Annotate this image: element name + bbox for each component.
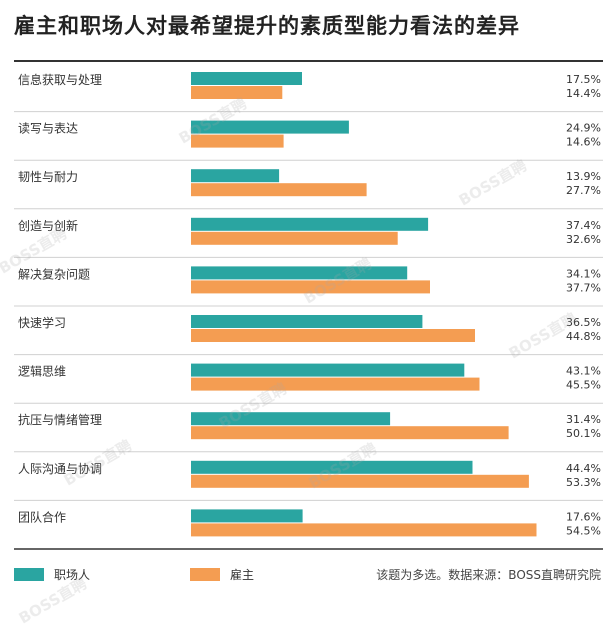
category-label: 解决复杂问题	[18, 267, 90, 281]
bar-employers	[191, 86, 283, 99]
category-label: 创造与创新	[18, 218, 78, 233]
category-label: 读写与表达	[18, 122, 78, 136]
value-label-employers: 44.8%	[566, 330, 601, 343]
value-label-employers: 53.3%	[566, 476, 601, 489]
bar-employers	[191, 523, 537, 537]
bar-workers	[191, 217, 429, 231]
value-label-employers: 27.7%	[566, 184, 601, 197]
bar-chart: 信息获取与处理 17.5%14.4% 读写与表达 24.9%14.6% 韧性与耐力 13.…	[14, 72, 603, 550]
bar-employers	[191, 183, 367, 197]
value-label-employers: 14.6%	[566, 136, 601, 149]
bar-employers	[191, 134, 284, 148]
bar-workers	[191, 169, 280, 183]
category-label: 快速学习	[18, 315, 66, 330]
value-label-employers: 45.5%	[566, 379, 601, 392]
legend-item-employers: 雇主	[190, 566, 254, 582]
bar-workers	[191, 509, 303, 523]
bar-workers	[191, 120, 349, 134]
category-label: 信息获取与处理	[18, 72, 102, 87]
value-label-workers: 36.5%	[566, 316, 601, 329]
category-label: 人际沟通与协调	[18, 461, 102, 476]
bar-workers	[191, 315, 423, 328]
category-label: 抗压与情绪管理	[18, 412, 102, 427]
value-label-employers: 50.1%	[566, 427, 601, 440]
legend-label-workers: 职场人	[54, 567, 91, 582]
bar-workers	[191, 460, 473, 474]
value-label-workers: 31.4%	[566, 413, 601, 426]
bar-workers	[191, 266, 408, 280]
bar-workers	[191, 363, 465, 377]
source-note: 该题为多选。数据来源：BOSS直聘研究院	[376, 568, 601, 582]
bar-employers	[191, 329, 475, 342]
value-label-workers: 37.4%	[566, 219, 601, 232]
chart-title: 雇主和职场人对最希望提升的素质型能力看法的差异	[14, 14, 520, 38]
value-label-workers: 44.4%	[566, 462, 601, 475]
value-label-employers: 54.5%	[566, 524, 601, 537]
bar-workers	[191, 72, 302, 85]
legend-label-employers: 雇主	[230, 567, 255, 582]
value-label-workers: 17.5%	[566, 73, 601, 86]
value-label-workers: 34.1%	[566, 267, 601, 280]
legend-swatch-employers	[190, 567, 220, 581]
category-label: 逻辑思维	[18, 365, 66, 379]
legend-item-workers: 职场人	[14, 566, 90, 582]
bar-employers	[191, 474, 529, 488]
value-label-workers: 43.1%	[566, 365, 601, 378]
value-label-employers: 32.6%	[566, 233, 601, 246]
value-label-workers: 13.9%	[566, 170, 601, 183]
category-label: 团队合作	[18, 509, 66, 524]
value-label-employers: 14.4%	[566, 87, 601, 100]
bar-employers	[191, 426, 509, 440]
value-label-workers: 24.9%	[566, 122, 601, 135]
bar-employers	[191, 377, 480, 391]
value-label-employers: 37.7%	[566, 281, 601, 294]
bar-workers	[191, 412, 391, 426]
legend-swatch-workers	[14, 567, 44, 581]
bar-employers	[191, 280, 430, 294]
bar-employers	[191, 231, 398, 245]
category-label: 韧性与耐力	[18, 170, 78, 184]
value-label-workers: 17.6%	[566, 510, 601, 523]
title-divider	[14, 60, 603, 62]
